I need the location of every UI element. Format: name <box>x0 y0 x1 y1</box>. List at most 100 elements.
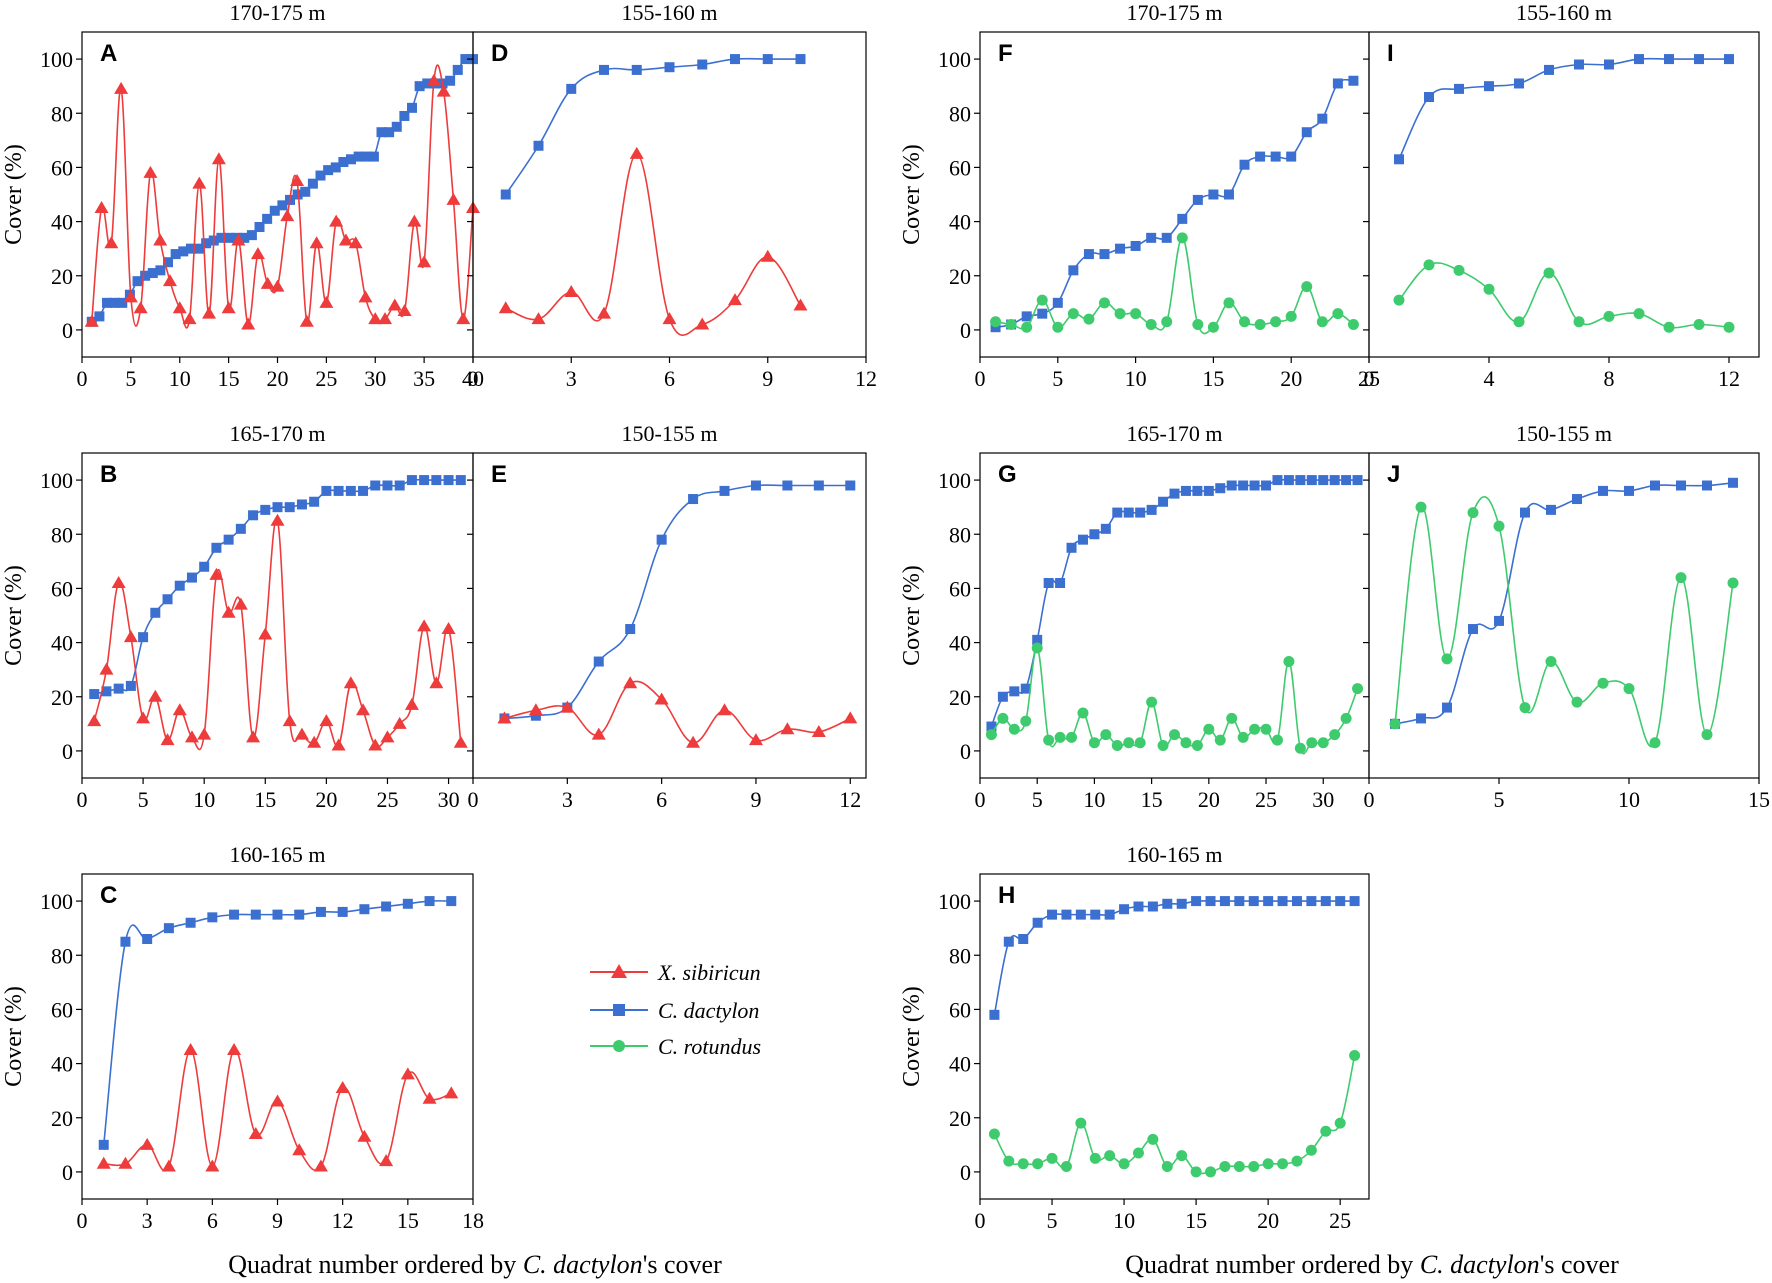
data-point-circle <box>1157 740 1169 751</box>
x-tick-label: 25 <box>315 366 337 391</box>
data-point-circle <box>1075 1117 1087 1129</box>
data-point-circle <box>1285 310 1297 322</box>
data-point-triangle <box>379 1154 394 1167</box>
data-point-triangle <box>282 714 297 727</box>
x-tick-label: 3 <box>566 366 577 391</box>
data-point-circle <box>1147 1133 1159 1145</box>
data-point-triangle <box>84 314 99 327</box>
data-point-square <box>272 502 283 513</box>
data-point-circle <box>1111 740 1123 751</box>
data-point-square <box>1176 898 1187 909</box>
panel-title: 150-155 m <box>622 421 718 446</box>
panel-title: 170-175 m <box>1127 0 1223 25</box>
data-point-square <box>353 151 364 162</box>
data-point-square <box>1424 92 1434 102</box>
data-point-triangle <box>221 605 236 618</box>
data-point-triangle <box>241 317 256 330</box>
data-point-square <box>235 523 246 534</box>
data-point-square <box>250 909 261 920</box>
data-point-triangle <box>387 298 402 311</box>
data-point-square <box>1180 485 1191 496</box>
data-point-circle <box>1727 577 1739 589</box>
data-point-square <box>431 475 442 486</box>
data-point-circle <box>1393 294 1405 306</box>
y-tick-label: 100 <box>938 47 971 72</box>
data-point-triangle <box>453 735 468 748</box>
series-line <box>1398 57 1729 160</box>
data-point-square <box>845 480 856 491</box>
data-point-triangle <box>407 214 422 227</box>
x-tick-label: 15 <box>397 1208 419 1233</box>
data-point-square <box>381 901 392 912</box>
legend: X. sibiricun C. dactylon C. rotundus <box>590 960 761 1059</box>
data-point-triangle <box>184 730 199 743</box>
data-point-triangle <box>96 1156 111 1169</box>
data-point-triangle <box>161 1159 176 1172</box>
data-point-square <box>207 912 218 923</box>
data-point-circle <box>1203 723 1215 735</box>
data-point-triangle <box>343 676 358 689</box>
legend-label: X. sibiricun <box>657 960 761 985</box>
data-point-circle <box>1317 737 1329 749</box>
data-point-circle <box>1008 723 1020 735</box>
data-point-square <box>460 54 471 65</box>
data-point-square <box>1261 480 1272 491</box>
data-point-square <box>997 691 1008 702</box>
data-point-square <box>1219 896 1230 907</box>
y-axis-label: Cover (%) <box>899 144 925 245</box>
data-point-square <box>1416 713 1426 724</box>
data-point-square <box>452 64 463 75</box>
plot-frame <box>1368 452 1760 779</box>
x-tick-label: 5 <box>1047 1208 1058 1233</box>
data-point-square <box>239 232 250 243</box>
data-point-triangle <box>258 627 273 640</box>
data-point-square <box>1249 480 1260 491</box>
data-point-triangle <box>404 697 419 710</box>
x-tick-label: 4 <box>1484 366 1495 391</box>
x-tick-label: 10 <box>193 787 215 812</box>
data-point-square <box>1099 249 1110 260</box>
data-point-square <box>1624 485 1634 496</box>
data-point-square <box>1089 529 1100 540</box>
data-point-square <box>170 249 181 260</box>
data-point-triangle <box>436 84 451 97</box>
data-point-triangle <box>270 513 285 526</box>
x-tick-label: 20 <box>1280 366 1302 391</box>
data-point-square <box>1146 504 1157 515</box>
data-point-square <box>986 721 997 732</box>
data-point-square <box>1442 702 1452 713</box>
data-point-square <box>1352 475 1363 486</box>
series-x-sibiricun <box>497 676 858 748</box>
y-tick-label: 100 <box>40 468 73 493</box>
data-point-circle <box>1207 321 1219 333</box>
data-point-square <box>193 243 204 254</box>
data-point-square <box>1694 54 1704 65</box>
data-point-square <box>296 499 307 510</box>
data-point-triangle <box>111 576 126 588</box>
data-point-triangle <box>811 724 826 737</box>
panels: 170-175 mA0 5 10 15 20 25 30 35 40020406080100Co… <box>1 0 1770 1233</box>
data-point-square <box>260 504 271 515</box>
data-point-square <box>1223 189 1234 200</box>
plot-frame <box>979 31 1370 358</box>
legend-label: C. dactylon <box>658 998 759 1023</box>
data-point-square <box>1083 249 1094 260</box>
data-point-circle <box>1320 1125 1332 1137</box>
data-point-circle <box>1294 742 1306 754</box>
data-point-triangle <box>299 314 314 327</box>
data-point-triangle <box>123 630 138 643</box>
x-tick-label: 12 <box>332 1208 354 1233</box>
data-point-square <box>376 127 387 138</box>
data-point-square <box>1239 159 1250 170</box>
data-point-square <box>1158 496 1169 507</box>
data-point-triangle <box>319 295 334 308</box>
x-tick-label: 5 <box>1494 787 1505 812</box>
data-point-circle <box>1036 294 1048 306</box>
data-point-square <box>1650 480 1660 491</box>
data-point-square <box>254 222 265 232</box>
panel-i: 155-160 m I 0 4 8 12 <box>1363 0 1760 391</box>
y-tick-label: 0 <box>62 318 73 343</box>
data-point-square <box>300 186 311 197</box>
series-x-sibiricun <box>498 146 808 336</box>
data-point-square <box>150 607 161 618</box>
